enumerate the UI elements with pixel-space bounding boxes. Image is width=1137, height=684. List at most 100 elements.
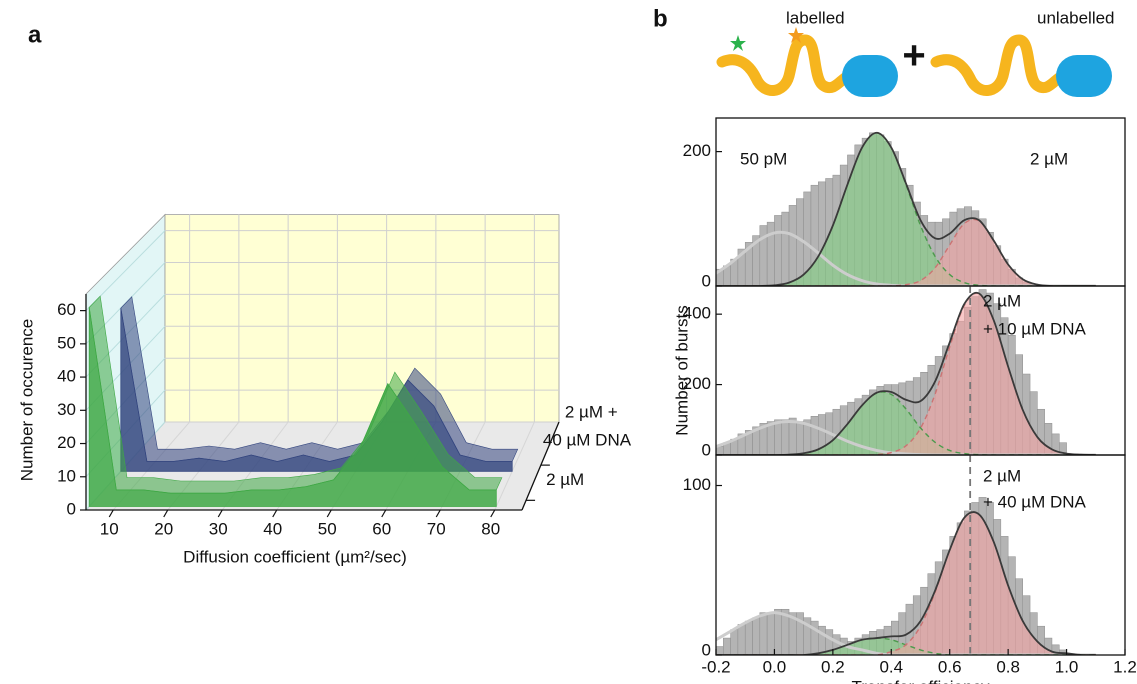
component-area — [716, 219, 1096, 286]
depth-axis — [521, 421, 560, 511]
x-tick — [381, 509, 387, 518]
x-tick — [163, 509, 169, 518]
y-axis-title: Number of occurence — [17, 319, 36, 482]
component-area — [716, 512, 1096, 655]
x-tick-label: 10 — [100, 519, 119, 538]
bar — [796, 421, 804, 455]
ribbon-front — [88, 307, 497, 507]
histogram-panel — [716, 131, 1096, 286]
y-tick-label: 40 — [57, 367, 76, 386]
back-wall — [164, 214, 560, 423]
bar — [774, 608, 782, 655]
y-tick-label: 10 — [57, 466, 76, 485]
bar — [744, 620, 753, 655]
series-label: 40 µM DNA — [543, 431, 632, 450]
x-tick-label: 1.0 — [1055, 657, 1079, 676]
y-tick-label: 30 — [57, 400, 76, 419]
x-tick-label: 0.4 — [879, 657, 903, 676]
annotation: 2 µM — [1030, 149, 1068, 168]
x-tick-label: 60 — [372, 519, 391, 538]
bar — [716, 646, 724, 655]
fit-line — [716, 511, 1096, 655]
series-label: 2 µM + — [565, 403, 618, 422]
y-tick-label: 400 — [683, 304, 711, 323]
x-tick — [326, 509, 332, 518]
x-tick-label: 40 — [263, 519, 282, 538]
y-axis-title: Number of bursts — [672, 305, 691, 435]
annotation: + 10 µM DNA — [983, 319, 1087, 338]
x-tick-label: 30 — [209, 519, 228, 538]
y-tick-label: 100 — [683, 475, 711, 494]
y-tick-label: 20 — [57, 433, 76, 452]
bar — [737, 624, 746, 655]
component-area — [716, 132, 1096, 286]
x-axis-title: Diffusion coefficient (µm²/sec) — [183, 547, 407, 566]
protein-chain — [716, 34, 854, 96]
schematic: + labelled unlabelled — [716, 8, 1115, 97]
plus-sign: + — [902, 34, 925, 78]
panel-letter: a — [28, 21, 42, 48]
bar — [781, 211, 790, 286]
x-tick-label: 50 — [318, 519, 337, 538]
histogram-panel — [716, 455, 1096, 655]
x-tick-label: 20 — [154, 519, 173, 538]
x-tick-label: 70 — [427, 519, 446, 538]
component-area — [716, 391, 1096, 455]
x-tick — [272, 509, 278, 518]
series-label: 2 µM — [546, 470, 584, 489]
component-area — [716, 293, 1096, 455]
bar — [1059, 442, 1067, 455]
bar — [774, 215, 782, 286]
y-tick-label: 0 — [702, 640, 711, 659]
y-tick-label: 0 — [67, 499, 76, 518]
fit-line — [716, 611, 1096, 655]
donor-dye — [730, 35, 746, 51]
x-tick-label: 1.2 — [1113, 657, 1137, 676]
annotation: + 40 µM DNA — [983, 492, 1087, 511]
plot-frame — [715, 454, 1126, 656]
x-tick-label: 0.2 — [821, 657, 845, 676]
x-tick-label: 80 — [481, 519, 500, 538]
protein-chain — [930, 34, 1068, 96]
annotation: 2 µM — [983, 291, 1021, 310]
protein-domain — [1056, 55, 1112, 97]
bar — [766, 612, 775, 655]
schematic-label: unlabelled — [1037, 8, 1115, 27]
bar — [730, 629, 739, 655]
protein-domain — [842, 55, 898, 97]
component-fit — [716, 391, 1096, 455]
x-tick-label: 0.8 — [996, 657, 1020, 676]
fit-line — [716, 420, 1096, 455]
y-tick-label: 60 — [57, 300, 76, 319]
panel-letter: b — [653, 5, 668, 32]
bar — [723, 637, 731, 655]
acceptor-dye — [788, 27, 804, 43]
y-tick-label: 0 — [702, 440, 711, 459]
grid-line — [494, 421, 535, 511]
y-tick-label: 0 — [702, 271, 711, 290]
fit-line — [716, 230, 1096, 286]
y-tick-label: 200 — [683, 374, 711, 393]
bar — [788, 417, 797, 455]
x-tick-label: 0.6 — [938, 657, 962, 676]
annotation: 50 pM — [740, 149, 787, 168]
bar — [774, 419, 782, 455]
annotation: 2 µM — [983, 466, 1021, 485]
component-fit — [716, 511, 1096, 655]
panel-a: 0 10 20 30 40 50 60 10 20 30 40 50 60 70 80 2 µM + 40 µM… — [17, 213, 632, 566]
x-tick — [435, 509, 441, 518]
histogram-panel — [716, 286, 1096, 455]
bar — [788, 205, 797, 286]
x-tick-label: 0.0 — [763, 657, 787, 676]
y-tick-label: 200 — [683, 141, 711, 160]
x-axis-title: Transfer efficiency — [852, 677, 990, 684]
schematic-label: labelled — [786, 8, 845, 27]
x-tick — [490, 509, 496, 518]
x-tick — [217, 509, 223, 518]
bar — [752, 617, 761, 655]
bar — [759, 612, 768, 655]
fit-line — [716, 131, 1096, 286]
bar — [781, 419, 790, 455]
x-tick — [108, 509, 114, 518]
